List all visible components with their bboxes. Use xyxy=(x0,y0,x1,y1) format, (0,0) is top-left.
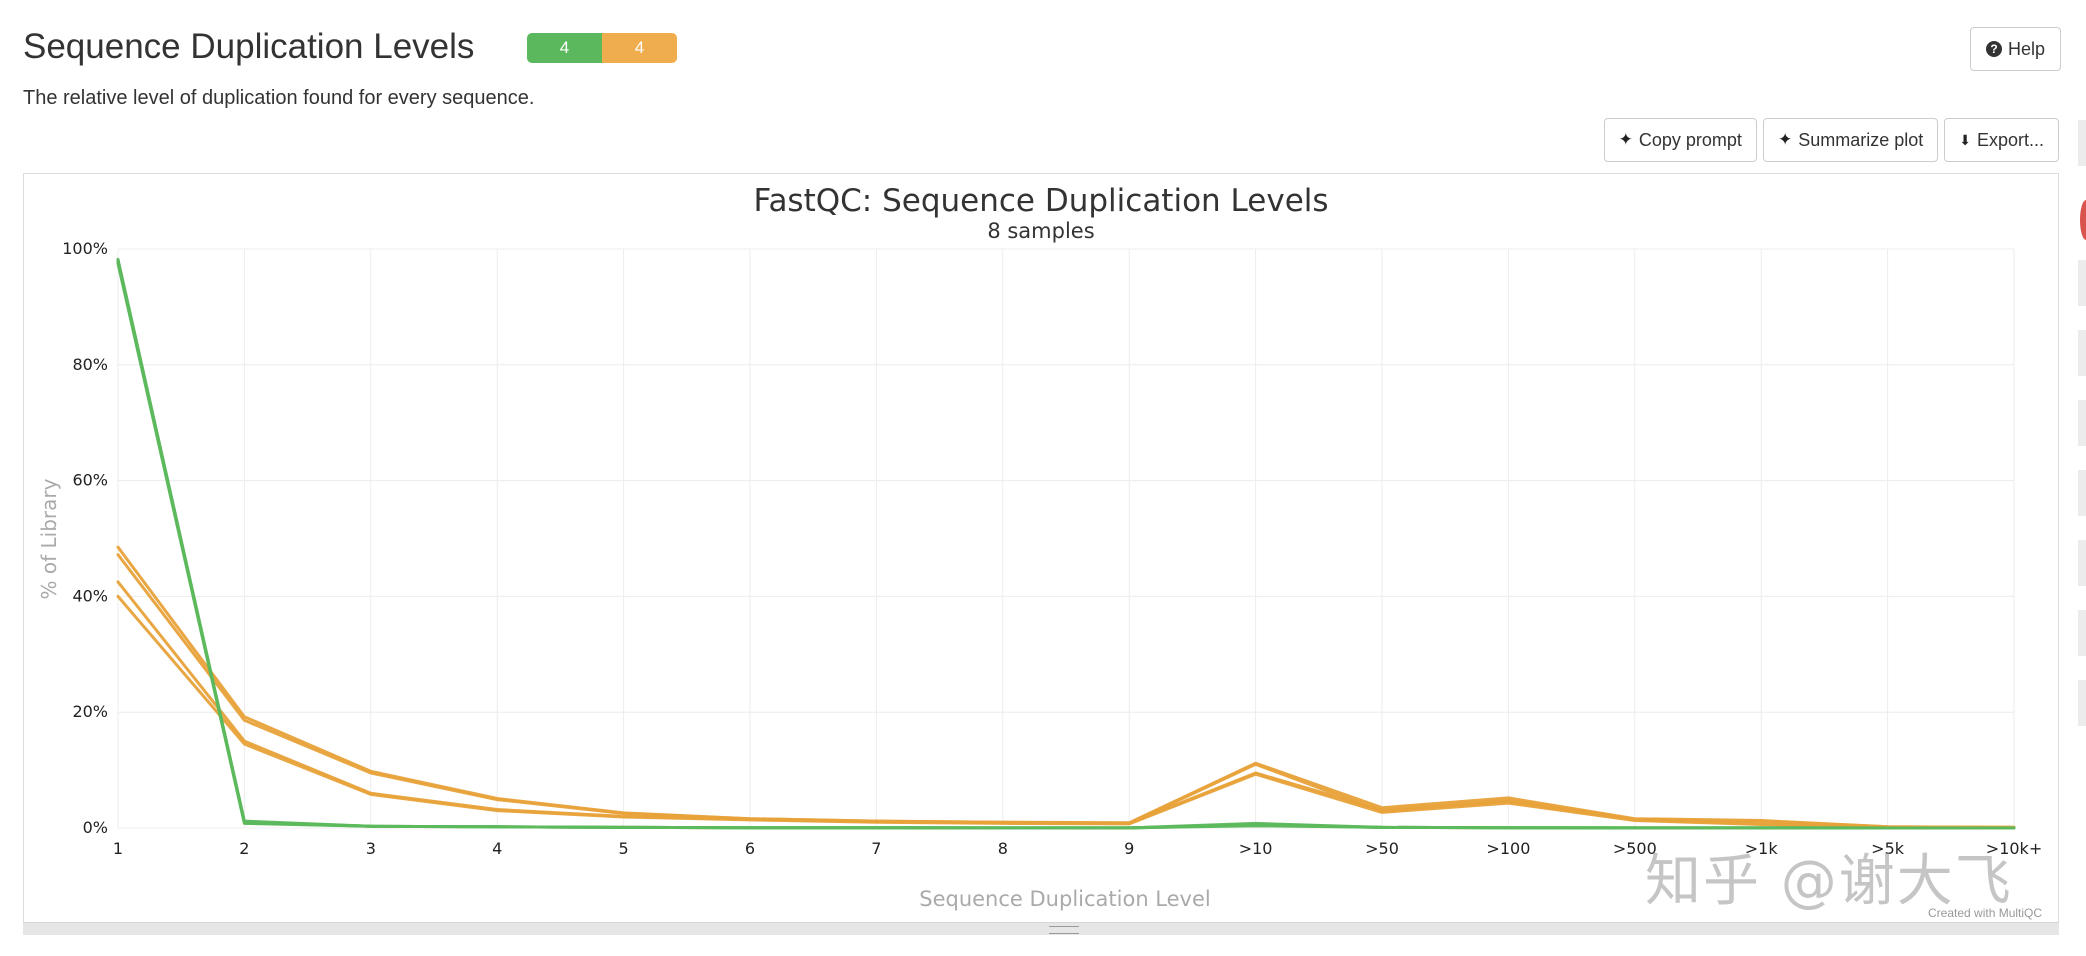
export-label: Export... xyxy=(1976,129,2044,150)
question-circle-icon: ? xyxy=(1986,41,2002,57)
help-label: Help xyxy=(2008,38,2046,59)
side-toolbox-tab[interactable] xyxy=(2078,400,2086,446)
sparkle-icon: ✦ xyxy=(1777,130,1793,149)
x-tick-label: >5k xyxy=(1871,839,1905,858)
sparkle-icon: ✦ xyxy=(1618,130,1633,149)
status-pass-count[interactable]: 4 xyxy=(527,33,602,63)
x-tick-label: 5 xyxy=(619,839,629,858)
x-tick-label: >100 xyxy=(1486,839,1530,858)
x-tick-label: 9 xyxy=(1124,839,1134,858)
series-line-sample_warn_2[interactable] xyxy=(116,553,2016,829)
series-line-sample_pass_4[interactable] xyxy=(116,262,2016,830)
watermark: 知乎 @谢大飞 xyxy=(1645,849,2013,914)
x-tick-label: 7 xyxy=(871,839,881,858)
y-tick-label: 20% xyxy=(72,702,108,721)
side-toolbox-tab[interactable] xyxy=(2078,260,2086,306)
y-tick-label: 40% xyxy=(72,586,108,605)
x-tick-label: >500 xyxy=(1613,839,1657,858)
x-tick-label: 3 xyxy=(366,839,376,858)
x-tick-label: >50 xyxy=(1365,839,1399,858)
x-tick-label: 1 xyxy=(113,839,123,858)
plot-container[interactable]: FastQC: Sequence Duplication Levels 8 sa… xyxy=(23,173,2059,933)
y-tick-label: 60% xyxy=(72,471,108,490)
series-line-sample_pass_2[interactable] xyxy=(116,259,2016,830)
multiqc-credit: Created with MultiQC xyxy=(1928,906,2043,920)
y-axis-label: % of Library xyxy=(37,478,61,599)
copy-prompt-button[interactable]: ✦ Copy prompt xyxy=(1603,118,1757,162)
y-tick-label: 0% xyxy=(83,818,108,837)
series-line-sample_pass_1[interactable] xyxy=(116,257,2016,830)
side-toolbox xyxy=(2078,120,2086,760)
plot-toolbar: ✦ Copy prompt ✦ Summarize plot ⬇ Export.… xyxy=(1603,118,2059,162)
x-tick-label: 4 xyxy=(492,839,502,858)
summarize-plot-label: Summarize plot xyxy=(1798,129,1924,150)
x-tick-label: 2 xyxy=(239,839,249,858)
status-warn-count[interactable]: 4 xyxy=(602,33,677,63)
line-chart[interactable]: FastQC: Sequence Duplication Levels 8 sa… xyxy=(24,174,2058,932)
export-button[interactable]: ⬇ Export... xyxy=(1944,118,2059,162)
x-tick-label: >10 xyxy=(1239,839,1273,858)
x-tick-label: >10k+ xyxy=(1986,839,2042,858)
side-toolbox-tab[interactable] xyxy=(2078,330,2086,376)
section-description: The relative level of duplication found … xyxy=(23,87,535,109)
y-tick-label: 80% xyxy=(72,355,108,374)
section-title: Sequence Duplication Levels xyxy=(23,27,475,66)
series-line-sample_pass_3[interactable] xyxy=(116,260,2016,830)
series-line-sample_warn_3[interactable] xyxy=(116,580,2016,829)
side-toolbox-tab[interactable] xyxy=(2078,540,2086,586)
chart-subtitle: 8 samples xyxy=(987,219,1094,243)
status-bar[interactable]: 4 4 xyxy=(527,33,677,63)
x-tick-label: 8 xyxy=(998,839,1008,858)
series-line-sample_warn_4[interactable] xyxy=(116,594,2016,829)
summarize-plot-button[interactable]: ✦ Summarize plot xyxy=(1762,118,1939,162)
side-toolbox-tab[interactable] xyxy=(2078,610,2086,656)
series-line-sample_warn_1[interactable] xyxy=(116,545,2016,829)
y-tick-label: 100% xyxy=(62,239,108,258)
x-tick-label: >1k xyxy=(1745,839,1779,858)
side-toolbox-tab[interactable] xyxy=(2078,470,2086,516)
plot-resize-handle[interactable] xyxy=(23,922,2059,935)
help-button[interactable]: ? Help xyxy=(1970,27,2062,71)
side-toolbox-tab[interactable] xyxy=(2078,680,2086,726)
copy-prompt-label: Copy prompt xyxy=(1638,129,1742,150)
resize-grip-icon[interactable] xyxy=(1049,926,1079,934)
download-icon: ⬇ xyxy=(1959,131,1971,148)
side-toolbox-badge[interactable] xyxy=(2080,200,2086,240)
chart-title: FastQC: Sequence Duplication Levels xyxy=(753,183,1328,219)
side-toolbox-tab[interactable] xyxy=(2078,120,2086,166)
x-tick-label: 6 xyxy=(745,839,755,858)
x-axis-label: Sequence Duplication Level xyxy=(919,887,1211,911)
